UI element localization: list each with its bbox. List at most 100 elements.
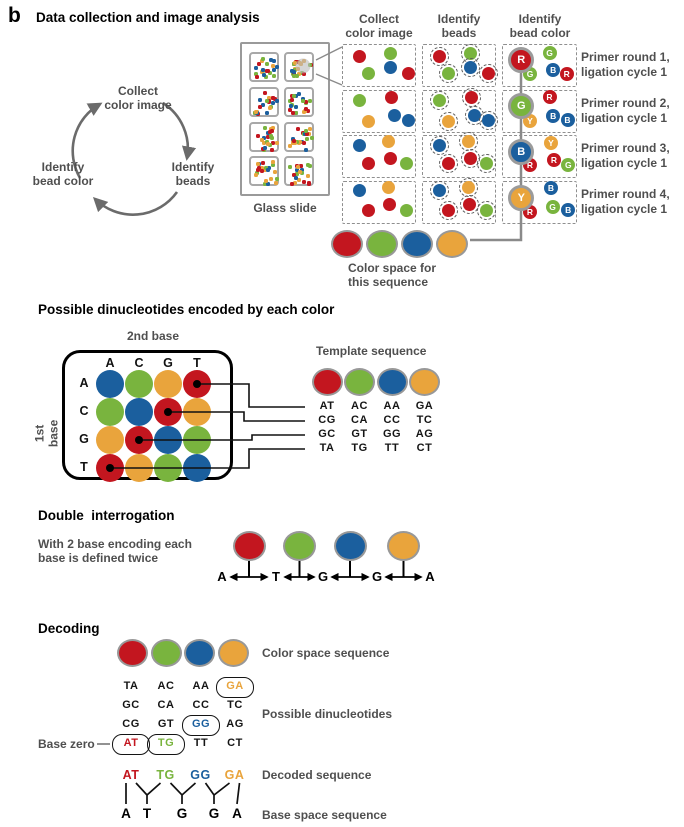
slide-bead-dot [254, 170, 259, 175]
column-header-identify-bead-color: Identify bead color [509, 12, 571, 41]
slide-bead-dot [263, 165, 268, 170]
template-dinucleotide: TG [351, 442, 368, 454]
slide-bead-dot [291, 139, 296, 144]
bead-dot [385, 90, 399, 104]
slide-bead-dot [308, 164, 313, 169]
bead-dot [382, 135, 396, 149]
dinucleotide-highlight-oval [147, 733, 185, 755]
slide-bead-dot [303, 108, 308, 113]
bead-color-call: B [561, 203, 576, 218]
possible-dinucleotide: GC [122, 698, 140, 711]
slide-bead-dot [263, 167, 268, 172]
interrogation-base: G [317, 569, 329, 584]
collect-color-image-panel [342, 135, 416, 178]
identify-beads-panel [422, 132, 497, 178]
possible-dinucleotide: AG [226, 717, 244, 730]
bead-dot [400, 157, 414, 171]
slide-bead-dot [292, 69, 297, 74]
bead-color-call: G [542, 46, 557, 61]
interrogation-base: G [371, 569, 383, 584]
template-sequence-dot [311, 368, 343, 396]
collect-color-image-panel [342, 44, 416, 87]
slide-bead-dot [293, 104, 298, 109]
slide-bead-dot [259, 59, 264, 64]
slide-bead-dot [256, 62, 261, 67]
slide-bead-dot [291, 141, 295, 146]
selected-bead-call: B [508, 138, 535, 165]
possible-dinucleotide: AA [192, 679, 210, 692]
selected-bead-call: G [508, 92, 535, 119]
slide-bead-dot [307, 126, 312, 131]
bead-outline-ring [438, 154, 458, 174]
matrix-cell [96, 370, 124, 398]
slide-bead-dot [262, 72, 267, 77]
slide-bead-dot [268, 130, 273, 135]
slide-bead-dot [288, 107, 293, 112]
slide-bead-dot [309, 135, 314, 140]
cycle-step-identify-beads: Identify beads [171, 160, 215, 189]
slide-bead-dot [253, 65, 258, 70]
matrix-row-header: T [80, 460, 88, 474]
slide-bead-dot [266, 142, 271, 147]
bead-dot [442, 114, 456, 128]
bead-dot [383, 60, 397, 74]
bead-outline-ring [429, 46, 449, 66]
cycle-step-collect-image: Collect color image [104, 84, 172, 113]
matrix-col-header: C [134, 356, 144, 370]
template-dinucleotide: CA [351, 414, 368, 426]
slide-bead-dot [269, 147, 274, 152]
slide-bead-dot [255, 161, 260, 166]
slide-bead-dot [307, 131, 312, 136]
slide-bead-dot [291, 71, 296, 76]
decoding-color-space-dot [150, 639, 182, 667]
slide-bead-dot [271, 67, 276, 72]
slide-bead-dot [295, 172, 300, 177]
color-space-label: Color space for this sequence [348, 261, 437, 290]
slide-bead-dot [297, 91, 302, 96]
slide-bead-dot [264, 178, 269, 183]
slide-bead-dot [305, 136, 310, 141]
template-dinucleotide: GG [382, 428, 402, 440]
slide-bead-dot [292, 93, 297, 98]
collect-color-image-panel [342, 180, 416, 224]
slide-bead-dot [274, 65, 279, 70]
possible-dinucleotide: CT [227, 736, 243, 749]
slide-bead-dot [271, 64, 276, 69]
slide-bead-dot [291, 136, 296, 141]
base-space-sequence-label: Base space sequence [262, 808, 387, 822]
slide-bead-dot [297, 72, 302, 77]
decoding-color-space-dot [184, 639, 215, 667]
bead-color-call: R [547, 152, 561, 167]
slide-bead-dot [269, 134, 274, 139]
possible-dinucleotide: GT [157, 717, 175, 730]
slide-bead-dot [294, 168, 299, 173]
slide-bead-dot [270, 100, 275, 105]
slide-bead-dot [271, 160, 276, 165]
base-space-base: G [176, 806, 188, 821]
slide-bead-dot [274, 181, 279, 186]
slide-bead-dot [270, 141, 275, 146]
interrogation-probe-dot [387, 531, 420, 561]
bead-dot [400, 203, 414, 217]
glass-slide-tile [284, 87, 314, 117]
slide-bead-dot [298, 170, 303, 175]
slide-bead-dot [300, 167, 305, 172]
slide-bead-dot [295, 74, 300, 79]
slide-bead-dot [289, 68, 294, 73]
matrix-cell [154, 426, 182, 454]
bead-color-call: G [545, 199, 560, 214]
template-dinucleotide: AT [319, 400, 335, 412]
base-space-base: A [232, 806, 242, 821]
slide-bead-dot [304, 106, 309, 111]
possible-dinucleotides-label: Possible dinucleotides [262, 707, 393, 721]
template-dinucleotide: AC [351, 400, 368, 412]
slide-bead-dot [257, 165, 262, 170]
selected-bead-call: Y [508, 184, 535, 211]
slide-bead-dot [297, 139, 302, 144]
slide-bead-dot [260, 57, 265, 62]
slide-bead-dot [265, 131, 270, 136]
bead-color-call: G [561, 158, 576, 173]
base-space-base: A [121, 806, 131, 821]
bead-dot [362, 114, 376, 128]
